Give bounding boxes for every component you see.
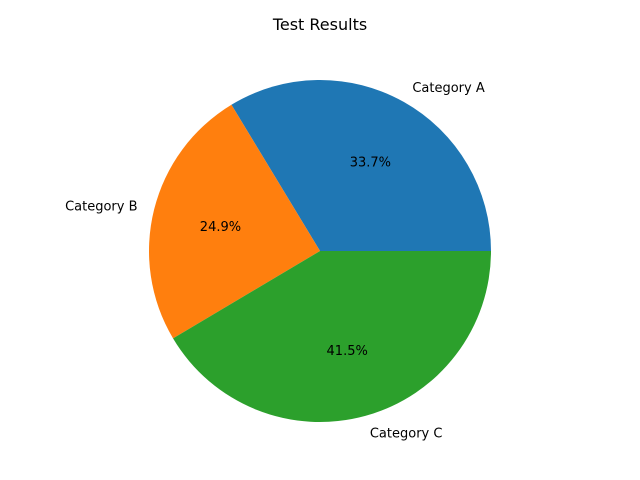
percent-label-category-b: 24.9% (200, 220, 241, 235)
category-label-category-b: Category B (65, 199, 137, 214)
pie-slices (149, 80, 492, 423)
percent-label-category-a: 33.7% (350, 156, 391, 171)
pie-labels: Category A 33.7% Category B 24.9% Category C… (65, 81, 485, 441)
chart-title: Test Results (272, 15, 367, 34)
pie-slice-category-b (149, 104, 320, 339)
pie-slice-category-c (173, 251, 492, 423)
category-label-category-a: Category A (412, 81, 485, 96)
percent-label-category-c: 41.5% (327, 344, 368, 359)
category-label-category-c: Category C (370, 426, 443, 441)
pie-slice-category-a (231, 80, 491, 252)
